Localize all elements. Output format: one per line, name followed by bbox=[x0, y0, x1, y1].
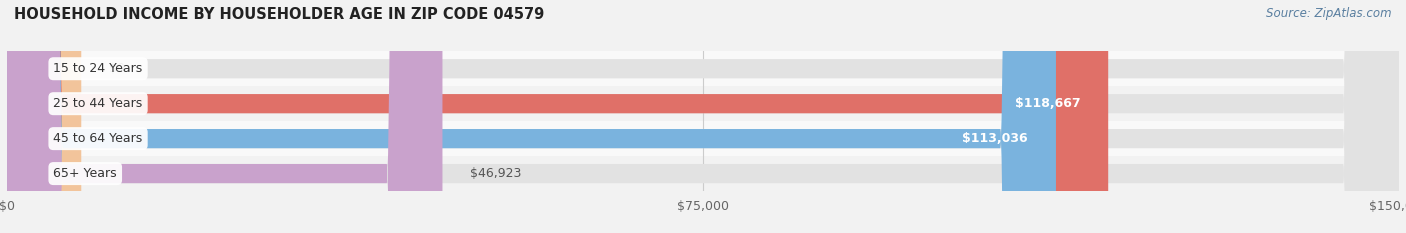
Text: Source: ZipAtlas.com: Source: ZipAtlas.com bbox=[1267, 7, 1392, 20]
FancyBboxPatch shape bbox=[7, 0, 443, 233]
Text: HOUSEHOLD INCOME BY HOUSEHOLDER AGE IN ZIP CODE 04579: HOUSEHOLD INCOME BY HOUSEHOLDER AGE IN Z… bbox=[14, 7, 544, 22]
Text: $118,667: $118,667 bbox=[1015, 97, 1080, 110]
Text: $0: $0 bbox=[110, 62, 125, 75]
FancyBboxPatch shape bbox=[7, 0, 82, 233]
FancyBboxPatch shape bbox=[7, 121, 1399, 156]
FancyBboxPatch shape bbox=[7, 51, 1399, 86]
Text: 25 to 44 Years: 25 to 44 Years bbox=[53, 97, 142, 110]
FancyBboxPatch shape bbox=[7, 0, 1399, 233]
FancyBboxPatch shape bbox=[7, 156, 1399, 191]
FancyBboxPatch shape bbox=[7, 0, 1399, 233]
FancyBboxPatch shape bbox=[7, 0, 1399, 233]
Text: 15 to 24 Years: 15 to 24 Years bbox=[53, 62, 142, 75]
Text: $46,923: $46,923 bbox=[470, 167, 522, 180]
FancyBboxPatch shape bbox=[7, 86, 1399, 121]
Text: $113,036: $113,036 bbox=[963, 132, 1028, 145]
Text: 65+ Years: 65+ Years bbox=[53, 167, 117, 180]
FancyBboxPatch shape bbox=[7, 0, 1108, 233]
Text: 45 to 64 Years: 45 to 64 Years bbox=[53, 132, 142, 145]
FancyBboxPatch shape bbox=[7, 0, 1399, 233]
FancyBboxPatch shape bbox=[7, 0, 1056, 233]
